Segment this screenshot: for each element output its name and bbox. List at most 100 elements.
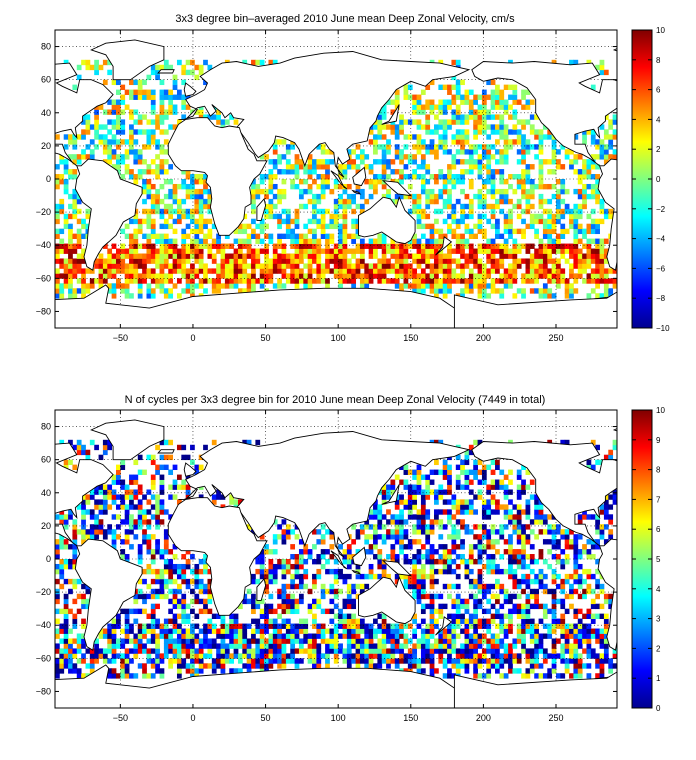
- heatmap-cell: [429, 193, 435, 200]
- heatmap-cell: [159, 593, 165, 600]
- heatmap-cell: [468, 658, 474, 664]
- heatmap-cell: [399, 534, 404, 540]
- heatmap-cell: [547, 633, 553, 639]
- heatmap-cell: [68, 563, 73, 570]
- heatmap-cell: [508, 129, 513, 135]
- heatmap-cell: [516, 559, 522, 565]
- heatmap-cell: [316, 273, 322, 279]
- heatmap-cell: [316, 573, 322, 580]
- heatmap-cell: [163, 534, 169, 540]
- heatmap-cell: [137, 283, 143, 289]
- heatmap-cell: [416, 273, 422, 279]
- heatmap-cell: [460, 169, 465, 175]
- heatmap-cell: [76, 278, 82, 284]
- heatmap-cell: [155, 588, 160, 595]
- heatmap-cell: [159, 283, 165, 289]
- heatmap-cell: [481, 529, 487, 535]
- heatmap-cell: [521, 139, 526, 145]
- heatmap-cell: [107, 268, 113, 274]
- heatmap-cell: [246, 248, 252, 254]
- heatmap-cell: [137, 114, 143, 120]
- heatmap-cell: [516, 603, 522, 610]
- heatmap-cell: [359, 149, 365, 155]
- heatmap-cell: [294, 238, 300, 244]
- heatmap-cell: [303, 164, 309, 170]
- heatmap-cell: [412, 119, 417, 125]
- heatmap-cell: [481, 213, 487, 220]
- heatmap-cell: [577, 193, 583, 200]
- heatmap-cell: [386, 174, 391, 180]
- heatmap-cell: [81, 129, 86, 135]
- heatmap-cell: [190, 554, 195, 560]
- heatmap-cell: [172, 598, 178, 605]
- heatmap-cell: [373, 253, 378, 259]
- heatmap-cell: [338, 203, 343, 210]
- heatmap-cell: [599, 69, 605, 76]
- heatmap-cell: [551, 228, 557, 235]
- heatmap-cell: [68, 169, 73, 175]
- heatmap-cell: [181, 238, 187, 244]
- heatmap-cell: [342, 263, 348, 269]
- heatmap-cell: [81, 593, 86, 600]
- heatmap-cell: [194, 248, 200, 254]
- heatmap-cell: [381, 193, 387, 200]
- heatmap-cell: [351, 253, 357, 259]
- heatmap-cell: [407, 273, 413, 279]
- heatmap-cell: [216, 653, 221, 659]
- heatmap-cell: [312, 598, 317, 605]
- heatmap-cell: [190, 293, 195, 299]
- heatmap-cell: [129, 623, 134, 629]
- heatmap-cell: [586, 223, 592, 230]
- heatmap-cell: [277, 243, 282, 249]
- heatmap-cell: [59, 623, 65, 629]
- heatmap-cell: [224, 653, 230, 659]
- heatmap-cell: [434, 193, 439, 200]
- heatmap-cell: [425, 623, 431, 629]
- heatmap-cell: [277, 648, 282, 654]
- heatmap-cell: [508, 623, 513, 629]
- heatmap-cell: [416, 104, 422, 110]
- heatmap-cell: [416, 258, 422, 264]
- heatmap-cell: [438, 139, 444, 145]
- heatmap-cell: [312, 658, 317, 664]
- heatmap-cell: [172, 618, 178, 624]
- heatmap-cell: [81, 223, 86, 230]
- heatmap-cell: [81, 218, 86, 225]
- heatmap-cell: [120, 159, 126, 165]
- heatmap-cell: [107, 658, 113, 664]
- heatmap-cell: [155, 668, 160, 674]
- heatmap-cell: [503, 188, 509, 195]
- heatmap-cell: [111, 293, 117, 299]
- heatmap-cell: [525, 243, 531, 249]
- heatmap-cells: [55, 439, 617, 679]
- heatmap-cell: [137, 253, 143, 259]
- heatmap-cell: [251, 278, 256, 284]
- heatmap-cell: [547, 293, 553, 299]
- heatmap-cell: [394, 124, 400, 130]
- heatmap-cell: [390, 554, 396, 560]
- heatmap-cell: [442, 288, 448, 294]
- heatmap-cell: [455, 509, 461, 515]
- heatmap-cell: [115, 79, 121, 86]
- heatmap-cell: [460, 174, 465, 180]
- heatmap-cell: [603, 258, 609, 264]
- heatmap-cell: [429, 263, 435, 269]
- heatmap-cell: [508, 509, 513, 515]
- heatmap-cell: [373, 573, 378, 580]
- heatmap-cell: [251, 253, 256, 259]
- heatmap-cell: [490, 524, 496, 530]
- heatmap-cell: [425, 114, 431, 120]
- heatmap-cell: [386, 243, 391, 249]
- heatmap-cell: [538, 218, 544, 225]
- heatmap-cell: [325, 628, 330, 634]
- heatmap-cell: [246, 623, 252, 629]
- heatmap-cell: [425, 253, 431, 259]
- heatmap-cell: [251, 593, 256, 600]
- heatmap-cell: [599, 238, 605, 244]
- heatmap-cell: [351, 524, 357, 530]
- heatmap-cell: [577, 169, 583, 175]
- heatmap-cell: [120, 119, 126, 125]
- heatmap-cell: [159, 223, 165, 230]
- heatmap-cell: [142, 529, 147, 535]
- heatmap-cell: [163, 94, 169, 100]
